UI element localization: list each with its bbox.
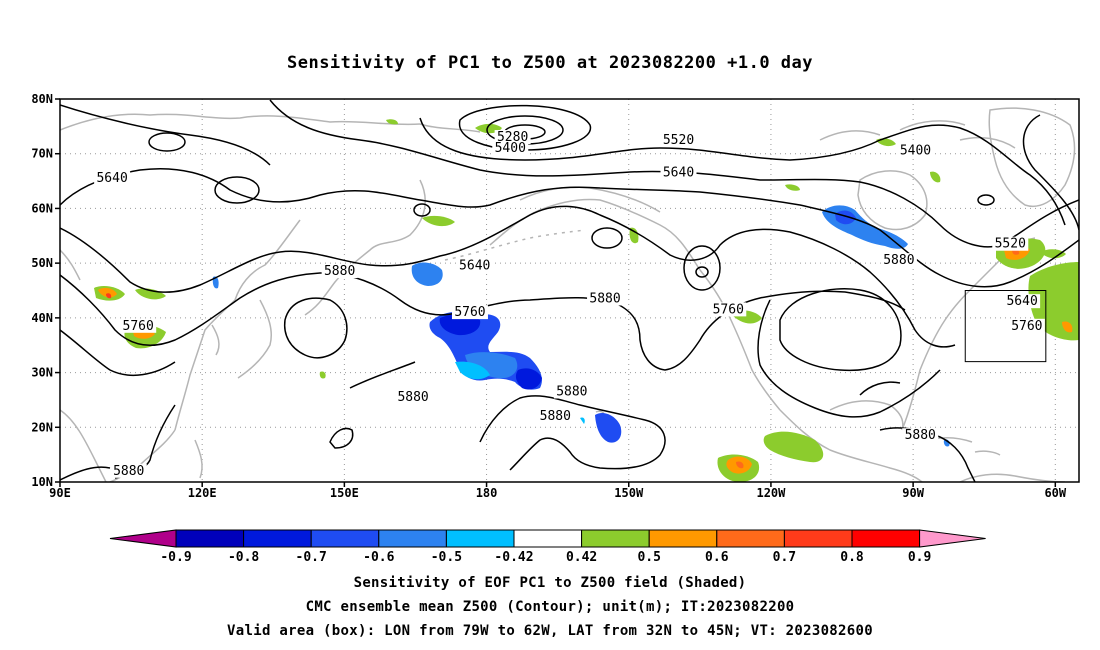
colorbar-high-arrow (919, 529, 986, 548)
contour-label-bg (553, 384, 590, 399)
colorbar-box (243, 529, 312, 548)
contour-label: 5880 (905, 428, 936, 443)
contour-label: 5880 (556, 384, 587, 399)
colorbar-box (716, 529, 785, 548)
lon-tick-label: 90W (902, 486, 924, 500)
contour-label-bg (902, 428, 939, 443)
contour-label-bg (660, 165, 697, 180)
contour-label-bg (94, 171, 131, 186)
lon-tick-label: 120W (756, 486, 786, 500)
colorbar-tick-label: 0.7 (773, 550, 796, 565)
colorbar-box (581, 529, 650, 548)
colorbar-box (513, 529, 583, 548)
lon-tick-label: 90E (49, 486, 71, 500)
lon-tick-label: 120E (188, 486, 217, 500)
contour-label-bg (120, 318, 157, 333)
contour-label-bg (992, 236, 1029, 251)
contour-label-bg (880, 253, 917, 268)
lat-tick-label: 70N (31, 147, 53, 161)
contour-label: 5640 (663, 166, 694, 181)
lat-tick-label: 30N (31, 366, 53, 380)
map-title: Sensitivity of PC1 to Z500 at 2023082200… (287, 53, 813, 73)
colorbar-box (445, 529, 515, 548)
colorbar-box (648, 529, 718, 548)
valid-area-box (964, 290, 1047, 363)
contour-label: 5640 (459, 259, 490, 274)
colorbar-tick-label: 0.6 (705, 550, 729, 565)
contour-label: 5880 (883, 253, 914, 268)
contour-label-bg (660, 132, 697, 147)
contour-label: 5760 (713, 302, 744, 317)
colorbar-tick-label: -0.6 (363, 550, 394, 565)
contour-label-bg (456, 258, 493, 273)
colorbar-box (783, 529, 853, 548)
colorbar-tick-label: -0.42 (494, 550, 533, 565)
contour-label-bg (710, 302, 747, 317)
colorbar: -0.9 -0.8 -0.7 -0.6 -0.5 -0.42 0.42 0.5 0.6 0.7 0.… (109, 529, 986, 565)
lat-tick-label: 80N (31, 92, 53, 106)
contour-label: 5880 (540, 409, 571, 424)
lat-tick-label: 40N (31, 311, 53, 325)
contour-label-bg (395, 389, 432, 404)
colorbar-tick-label: 0.5 (637, 550, 660, 565)
contour-label: 5880 (397, 390, 428, 405)
colorbar-tick-label: -0.7 (296, 550, 327, 565)
colorbar-tick-label: 0.8 (840, 550, 864, 565)
contour-label: 5400 (495, 141, 526, 156)
contour-label-bg (897, 143, 934, 158)
contour-label: 5520 (663, 133, 694, 148)
caption-line-3: Valid area (box): LON from 79W to 62W, L… (227, 623, 873, 639)
caption-line-2: CMC ensemble mean Z500 (Contour); unit(m… (305, 599, 795, 615)
lon-tick-label: 150E (330, 486, 359, 500)
lat-tick-label: 50N (31, 256, 53, 270)
contour-label: 5760 (123, 319, 154, 334)
contour-label-bg (321, 264, 358, 279)
contour-label-bg (587, 291, 624, 306)
colorbar-tick-label: -0.5 (431, 550, 462, 565)
colorbar-box (310, 529, 380, 548)
colorbar-box (175, 529, 245, 548)
colorbar-tick-label: -0.8 (228, 550, 259, 565)
colorbar-box (378, 529, 447, 548)
contour-label: 5520 (995, 237, 1026, 252)
lon-tick-label: 180 (476, 486, 498, 500)
lat-tick-label: 60N (31, 201, 53, 215)
contour-label: 5880 (113, 464, 144, 479)
contour-label: 5640 (96, 171, 127, 186)
contour-label-bg (537, 409, 574, 424)
colorbar-low-arrow (109, 529, 177, 548)
lat-tick-label: 10N (31, 475, 53, 489)
contour-label: 5880 (589, 291, 620, 306)
contour-label-bg (1008, 318, 1045, 333)
contour-label: 5400 (900, 144, 931, 159)
contour-label-bg (451, 305, 488, 320)
caption-line-1: Sensitivity of EOF PC1 to Z500 field (Sh… (353, 575, 747, 591)
contour-label: 5760 (1011, 319, 1042, 334)
contour-label-bg (1004, 294, 1041, 309)
contour-label: 5760 (454, 305, 485, 320)
colorbar-tick-label: -0.9 (160, 550, 191, 565)
contour-label: 5880 (324, 264, 355, 279)
colorbar-box (851, 529, 921, 548)
contour-label-bg (494, 130, 531, 145)
contour-label: 5640 (1006, 294, 1037, 309)
lon-tick-label: 60W (1044, 486, 1066, 500)
contour-label-bg (492, 140, 529, 155)
lat-tick-label: 20N (31, 420, 53, 434)
sensitivity-shading (94, 119, 1079, 482)
colorbar-tick-label: 0.9 (908, 550, 931, 565)
lon-tick-label: 150W (614, 486, 644, 500)
colorbar-tick-label: 0.42 (566, 550, 597, 565)
contour-label-bg (110, 463, 147, 478)
map-frame (59, 98, 1080, 483)
